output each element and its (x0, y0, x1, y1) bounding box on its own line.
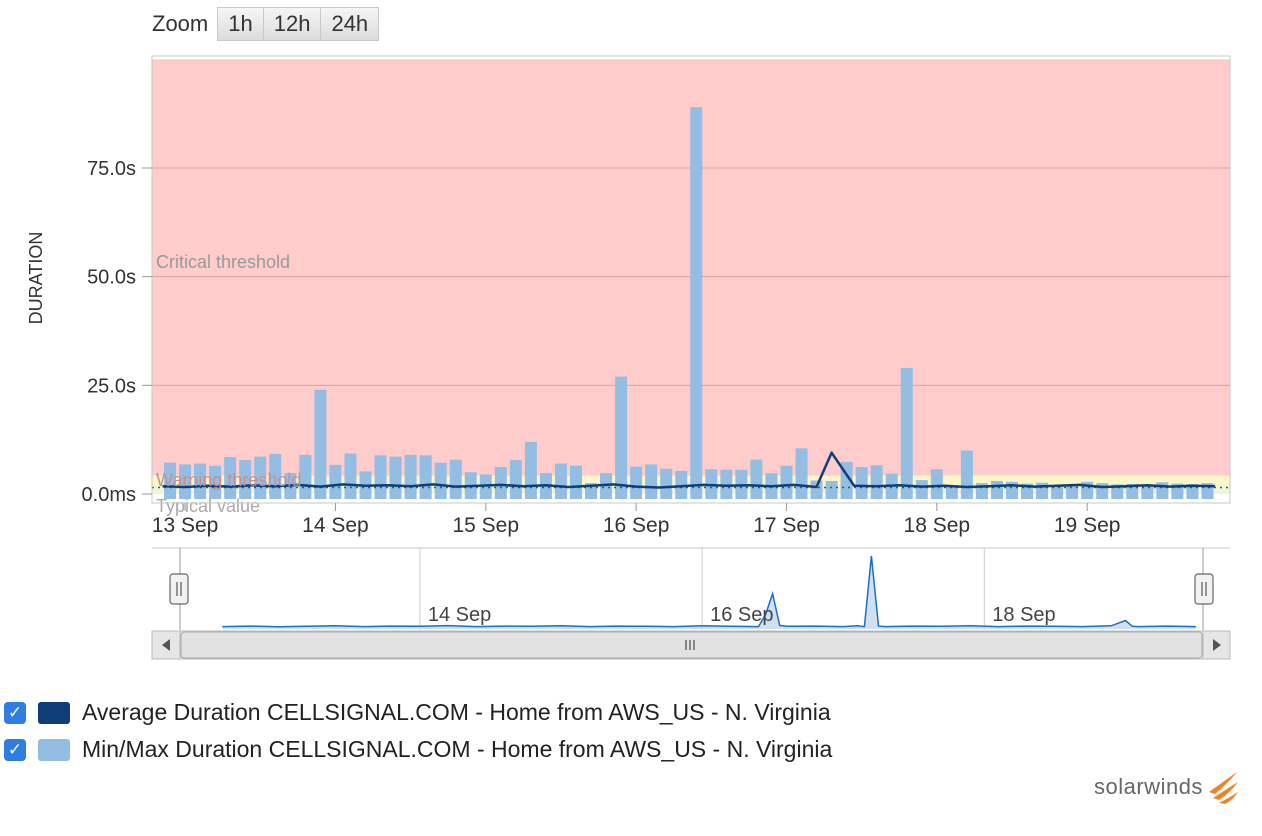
bar-23 (509, 460, 522, 499)
bar-43 (810, 480, 823, 499)
bar-0 (164, 462, 177, 499)
bar-15 (389, 456, 402, 499)
scroll-left-button[interactable] (151, 630, 181, 660)
brand-text: solarwinds (1094, 774, 1203, 799)
bar-46 (855, 467, 868, 499)
x-tick-label-3: 16 Sep (603, 514, 670, 537)
x-tick-label-2: 15 Sep (452, 514, 519, 537)
scroll-right-button[interactable] (1202, 630, 1231, 660)
bar-12 (344, 453, 357, 499)
bar-63 (1111, 484, 1124, 499)
zoom-bar: Zoom 1h 12h 24h (152, 6, 380, 42)
bar-47 (870, 465, 883, 499)
bar-22 (494, 467, 507, 499)
nav-x-label-0: 14 Sep (428, 604, 491, 626)
bar-68 (1186, 484, 1199, 499)
nav-x-label-1: 16 Sep (710, 604, 773, 626)
legend-checkbox-minmax[interactable]: ✓ (4, 738, 26, 761)
navigator[interactable]: 14 Sep 16 Sep 18 Sep (152, 547, 1230, 630)
bar-6 (254, 456, 267, 499)
bar-44 (825, 480, 838, 499)
average-duration-line (162, 451, 1216, 489)
bar-42 (795, 448, 808, 499)
bar-14 (374, 455, 387, 499)
zoom-label: Zoom (152, 11, 209, 36)
solarwinds-logo: solarwinds (1094, 770, 1239, 804)
bar-21 (479, 474, 492, 499)
bar-19 (449, 459, 462, 499)
bar-4 (224, 457, 237, 499)
x-tick-label-1: 14 Sep (302, 514, 369, 537)
bar-11 (329, 464, 342, 499)
y-tick-label-3: 75.0s (87, 158, 136, 180)
bar-26 (554, 463, 567, 499)
bar-37 (720, 469, 733, 499)
legend: ✓ Average Duration CELLSIGNAL.COM - Home… (4, 694, 832, 768)
bar-32 (645, 464, 658, 499)
legend-label-minmax: Min/Max Duration CELLSIGNAL.COM - Home f… (82, 736, 833, 762)
scrollbar[interactable] (151, 630, 1231, 660)
bar-1 (179, 464, 192, 499)
bar-59 (1051, 485, 1064, 499)
bar-31 (630, 466, 643, 499)
bar-52 (945, 485, 958, 499)
bar-50 (915, 480, 928, 499)
bar-51 (930, 469, 943, 499)
x-tick-label-4: 17 Sep (753, 514, 820, 537)
zoom-1h-button[interactable]: 1h (217, 7, 264, 41)
bar-16 (404, 454, 417, 499)
y-axis-title: DURATION (26, 232, 46, 325)
bar-18 (434, 462, 447, 499)
y-tick-label-2: 50.0s (87, 267, 136, 289)
y-axis: 0.0ms 25.0s 50.0s 75.0s (82, 158, 152, 506)
legend-label-average: Average Duration CELLSIGNAL.COM - Home f… (82, 699, 831, 725)
zoom-24h-button[interactable]: 24h (320, 7, 380, 41)
nav-x-label-2: 18 Sep (992, 604, 1055, 626)
bar-24 (524, 441, 537, 499)
navigator-x-labels: 14 Sep 16 Sep 18 Sep (428, 604, 1056, 626)
y-tick-label-0: 0.0ms (82, 484, 136, 506)
x-tick-label-5: 18 Sep (904, 514, 971, 537)
band-labels: Critical threshold Warning threshold Typ… (156, 252, 301, 516)
bar-49 (900, 367, 913, 499)
critical-threshold-label: Critical threshold (156, 252, 290, 272)
scroll-thumb[interactable] (180, 631, 1203, 659)
bar-35 (690, 107, 703, 499)
bar-17 (419, 455, 432, 499)
navigator-gridlines (419, 548, 985, 630)
y-tick-label-1: 25.0s (87, 375, 136, 397)
bar-65 (1141, 485, 1154, 499)
bar-60 (1066, 484, 1079, 499)
bar-30 (615, 376, 628, 499)
navigator-series (222, 555, 1196, 629)
x-axis: 13 Sep 14 Sep 15 Sep 16 Sep 17 Sep 18 Sep 19 S… (152, 503, 1121, 537)
legend-checkbox-average[interactable]: ✓ (4, 701, 26, 724)
bar-5 (239, 460, 252, 499)
navigator-left-handle[interactable] (169, 573, 189, 605)
x-tick-label-0: 13 Sep (152, 514, 219, 537)
navigator-line (222, 555, 1196, 628)
bar-27 (569, 465, 582, 499)
duration-chart: Critical threshold Warning threshold Typ… (26, 55, 1231, 660)
legend-swatch-average (38, 701, 70, 724)
bar-3 (209, 465, 222, 499)
bar-41 (780, 465, 793, 499)
typical-value-label: Typical value (156, 496, 260, 516)
solarwinds-flame-icon (1208, 772, 1238, 804)
bar-10 (314, 389, 327, 499)
legend-swatch-minmax (38, 738, 70, 761)
average-line (162, 451, 1216, 489)
bar-55 (990, 480, 1003, 499)
navigator-right-handle[interactable] (1194, 573, 1214, 605)
legend-item-average[interactable]: ✓ Average Duration CELLSIGNAL.COM - Home… (4, 694, 832, 731)
bar-39 (750, 459, 763, 499)
warning-threshold-label: Warning threshold (156, 470, 301, 490)
plot-border (151, 55, 1231, 504)
bar-2 (194, 463, 207, 499)
bar-64 (1126, 484, 1139, 499)
bar-53 (960, 450, 973, 499)
bar-33 (660, 468, 673, 499)
x-tick-label-6: 19 Sep (1054, 514, 1121, 537)
legend-item-minmax[interactable]: ✓ Min/Max Duration CELLSIGNAL.COM - Home… (4, 731, 832, 768)
